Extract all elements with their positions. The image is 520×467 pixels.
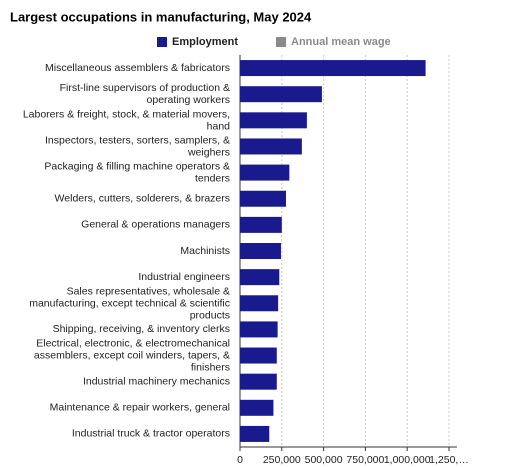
label-line: weighers — [187, 146, 230, 158]
y-tick-label: Industrial engineers — [138, 271, 230, 283]
chart-title: Largest occupations in manufacturing, Ma… — [10, 9, 312, 24]
y-tick-label: First-line supervisors of production & op… — [60, 82, 230, 106]
label-line: Packaging & filling machine operators & — [44, 160, 230, 172]
bar — [240, 164, 290, 181]
x-tick-label: 0 — [237, 454, 243, 466]
x-tick-label: 250,000 — [263, 454, 301, 466]
y-tick-label: Laborers & freight, stock, & material mo… — [23, 108, 230, 132]
label-line: hand — [207, 120, 231, 132]
legend-swatch — [157, 37, 167, 47]
y-tick-label: Sales representatives, wholesale & manufa… — [29, 285, 230, 321]
y-tick-label: Shipping, receiving, & inventory clerks — [53, 323, 230, 335]
bar — [240, 86, 322, 103]
x-tick-label: 1,250,… — [429, 454, 469, 466]
bar — [240, 373, 277, 390]
bar — [240, 60, 426, 77]
label-line: Sales representatives, wholesale & — [67, 285, 230, 297]
bar — [240, 190, 286, 207]
y-tick-label: Machinists — [180, 245, 230, 257]
x-tick-label: 1,000,000 — [384, 454, 431, 466]
y-tick-label: Maintenance & repair workers, general — [50, 402, 230, 414]
bar — [240, 295, 279, 312]
y-tick-label: Miscellaneous assemblers & fabricators — [45, 62, 230, 74]
y-tick-label: Industrial machinery mechanics — [83, 375, 230, 387]
label-line: products — [190, 309, 230, 321]
label-line: First-line supervisors of production & — [60, 82, 230, 94]
label-line: assemblers, except coil winders, tapers,… — [34, 349, 230, 361]
legend-swatch — [276, 37, 287, 47]
y-tick-label: Packaging & filling machine operators & t… — [44, 160, 230, 184]
x-tick-label: 500,000 — [305, 454, 343, 466]
bar — [240, 269, 280, 286]
label-line: operating workers — [147, 94, 230, 106]
x-tick-label: 750,000 — [346, 454, 384, 466]
y-tick-label: Electrical, electronic, & electromechani… — [34, 337, 230, 373]
bar — [240, 138, 302, 155]
legend-label: Employment — [172, 36, 238, 48]
y-tick-label: General & operations managers — [81, 219, 230, 231]
bar — [240, 425, 270, 442]
legend-label: Annual mean wage — [291, 36, 391, 48]
bar — [240, 321, 278, 338]
bar — [240, 112, 307, 129]
y-tick-label: Inspectors, testers, sorters, samplers, … — [45, 134, 230, 158]
label-line: Laborers & freight, stock, & material mo… — [23, 108, 230, 120]
label-line: Electrical, electronic, & electromechani… — [36, 337, 230, 349]
label-line: finishers — [191, 361, 230, 373]
label-line: manufacturing, except technical & scient… — [29, 297, 230, 309]
label-line: Inspectors, testers, sorters, samplers, … — [45, 134, 230, 146]
bar — [240, 216, 282, 233]
bar — [240, 243, 281, 259]
y-tick-label: Welders, cutters, solderers, & brazers — [55, 193, 230, 205]
bar — [240, 399, 274, 416]
bar — [240, 347, 277, 364]
y-tick-label: Industrial truck & tractor operators — [72, 428, 230, 440]
label-line: tenders — [195, 172, 230, 184]
